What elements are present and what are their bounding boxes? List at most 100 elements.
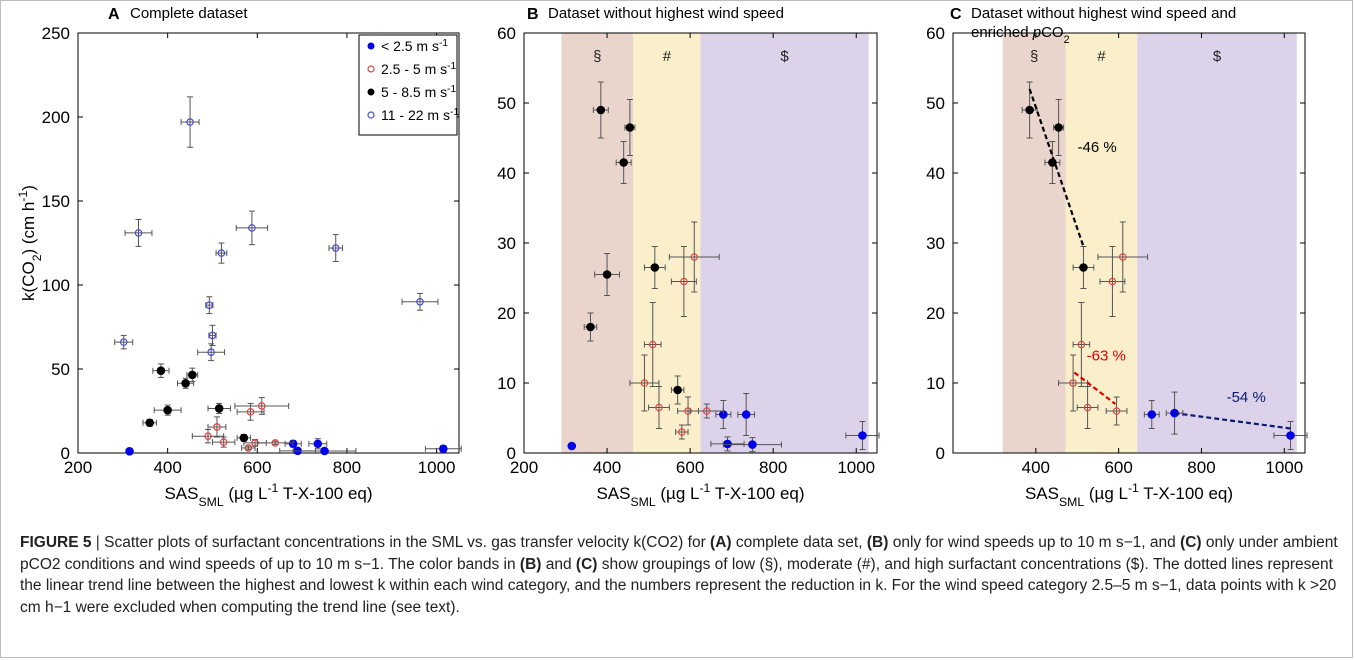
marker-open — [219, 438, 228, 446]
data-point — [114, 334, 134, 350]
marker-open — [257, 402, 266, 410]
x-tick-label: 1000 — [1265, 458, 1303, 477]
marker-filled — [596, 105, 606, 115]
band-label: § — [593, 48, 601, 65]
x-tick-label: 800 — [333, 458, 361, 477]
y-tick-label: 0 — [61, 444, 70, 463]
y-tick-label: 60 — [497, 24, 516, 43]
data-point — [234, 397, 290, 415]
marker-open — [416, 297, 424, 306]
marker-filled — [188, 370, 197, 380]
data-point — [710, 436, 745, 452]
legend-marker — [367, 42, 375, 50]
marker-filled — [239, 433, 249, 443]
panel-letter: B — [527, 6, 539, 23]
x-tick-label: 200 — [510, 458, 538, 477]
marker-open — [248, 224, 256, 232]
band-label: § — [1030, 48, 1038, 65]
data-point — [186, 367, 199, 383]
caption-text-5: and — [541, 555, 576, 573]
marker-open — [655, 403, 663, 412]
marker-filled — [748, 440, 757, 449]
data-point — [567, 441, 577, 451]
caption-separator: | — [95, 534, 100, 551]
band-b-0 — [561, 33, 634, 453]
data-point — [592, 81, 609, 139]
marker-filled — [625, 123, 635, 132]
panel-letter: C — [950, 6, 962, 23]
x-tick-label: 400 — [593, 458, 621, 477]
trend-line — [1028, 88, 1085, 247]
marker-filled — [320, 446, 329, 456]
band-label: $ — [780, 48, 789, 65]
data-point — [292, 446, 357, 456]
data-point — [191, 428, 225, 444]
marker-filled — [163, 405, 172, 415]
marker-open — [1077, 340, 1086, 349]
data-point — [142, 418, 157, 428]
data-point — [424, 444, 462, 454]
axes-box — [77, 32, 460, 454]
marker-filled — [181, 378, 190, 388]
x-tick-label: 800 — [1187, 458, 1215, 477]
data-point — [256, 439, 294, 447]
data-point — [308, 438, 328, 450]
caption-ref-b: (B) — [866, 534, 889, 551]
marker-filled — [313, 439, 323, 449]
data-point — [675, 424, 689, 440]
marker-open — [246, 408, 255, 416]
marker-filled — [673, 385, 682, 395]
y-axis-label: k(CO2) (cm h-1) — [16, 185, 44, 301]
marker-filled — [145, 418, 155, 428]
caption-ref-a: (A) — [710, 534, 732, 551]
legend-label: 5 - 8.5 m s-1 — [381, 84, 456, 101]
data-point — [668, 221, 720, 293]
data-point — [670, 375, 685, 405]
y-tick-label: 250 — [42, 24, 70, 43]
marker-open — [244, 444, 253, 452]
x-tick-label: 400 — [153, 458, 181, 477]
marker-filled — [1025, 105, 1034, 115]
y-tick-label: 0 — [507, 444, 516, 463]
marker-open — [1118, 253, 1127, 261]
band-c-2 — [1137, 33, 1297, 453]
data-point — [235, 210, 269, 246]
data-point — [1105, 396, 1128, 426]
y-tick-label: 20 — [497, 304, 516, 323]
x-tick-label: 200 — [64, 458, 92, 477]
marker-filled — [741, 410, 751, 419]
data-point — [241, 444, 256, 452]
data-point — [180, 96, 200, 148]
caption-text-2: complete data set, — [731, 534, 867, 551]
data-point — [1143, 400, 1160, 429]
marker-open — [217, 249, 226, 257]
x-axis-label: SASSML (µg L-1 T-X-100 eq) — [596, 481, 804, 509]
data-point — [208, 324, 217, 346]
caption-ref-b-2: (B) — [519, 555, 542, 573]
marker-open — [640, 379, 649, 387]
marker-open — [648, 340, 657, 349]
x-tick-label: 800 — [759, 458, 787, 477]
data-point — [205, 296, 214, 315]
legend-label: 2.5 - 5 m s-1 — [381, 61, 456, 78]
data-point — [615, 141, 632, 184]
marker-open — [331, 244, 340, 252]
marker-open — [690, 253, 699, 261]
figure-caption: FIGURE 5 | Scatter plots of surfactant c… — [20, 532, 1340, 618]
marker-open — [702, 407, 711, 415]
legend-marker — [367, 88, 375, 96]
chart-panel-b: § # $200 400 600 800 1000 0 10 20 30 40 50 60 B Dataset… — [497, 5, 880, 509]
caption-figure-label: FIGURE 5 — [20, 534, 92, 551]
band-label: # — [663, 48, 672, 65]
legend-marker — [367, 111, 375, 119]
legend-marker — [367, 65, 375, 73]
data-point — [211, 436, 236, 448]
marker-filled — [125, 447, 134, 456]
data-point — [236, 402, 265, 421]
data-point — [1076, 386, 1099, 429]
y-tick-label: 30 — [926, 234, 945, 253]
band-b-2 — [700, 33, 869, 453]
x-tick-label: 600 — [676, 458, 704, 477]
band-label: # — [1097, 48, 1106, 65]
